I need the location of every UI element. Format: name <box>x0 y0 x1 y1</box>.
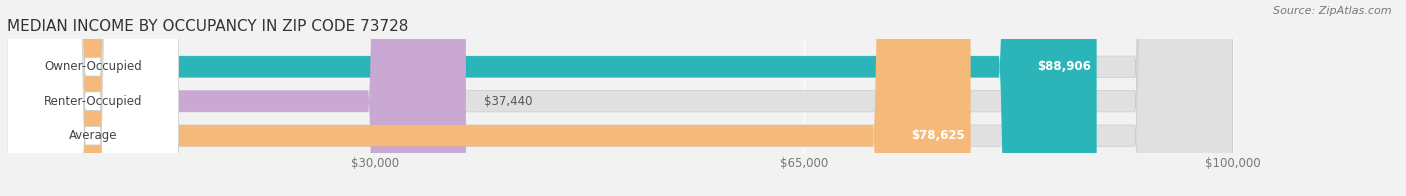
FancyBboxPatch shape <box>7 0 179 196</box>
FancyBboxPatch shape <box>7 0 1233 196</box>
FancyBboxPatch shape <box>7 0 179 196</box>
Text: Source: ZipAtlas.com: Source: ZipAtlas.com <box>1274 6 1392 16</box>
FancyBboxPatch shape <box>7 0 179 196</box>
FancyBboxPatch shape <box>7 0 1233 196</box>
FancyBboxPatch shape <box>7 0 465 196</box>
FancyBboxPatch shape <box>7 0 1097 196</box>
Text: Average: Average <box>69 129 117 142</box>
Text: Renter-Occupied: Renter-Occupied <box>44 95 142 108</box>
Text: $88,906: $88,906 <box>1036 60 1091 73</box>
Text: Owner-Occupied: Owner-Occupied <box>44 60 142 73</box>
FancyBboxPatch shape <box>7 0 1233 196</box>
Text: MEDIAN INCOME BY OCCUPANCY IN ZIP CODE 73728: MEDIAN INCOME BY OCCUPANCY IN ZIP CODE 7… <box>7 19 408 34</box>
Text: $37,440: $37,440 <box>484 95 533 108</box>
Text: $78,625: $78,625 <box>911 129 965 142</box>
FancyBboxPatch shape <box>7 0 970 196</box>
